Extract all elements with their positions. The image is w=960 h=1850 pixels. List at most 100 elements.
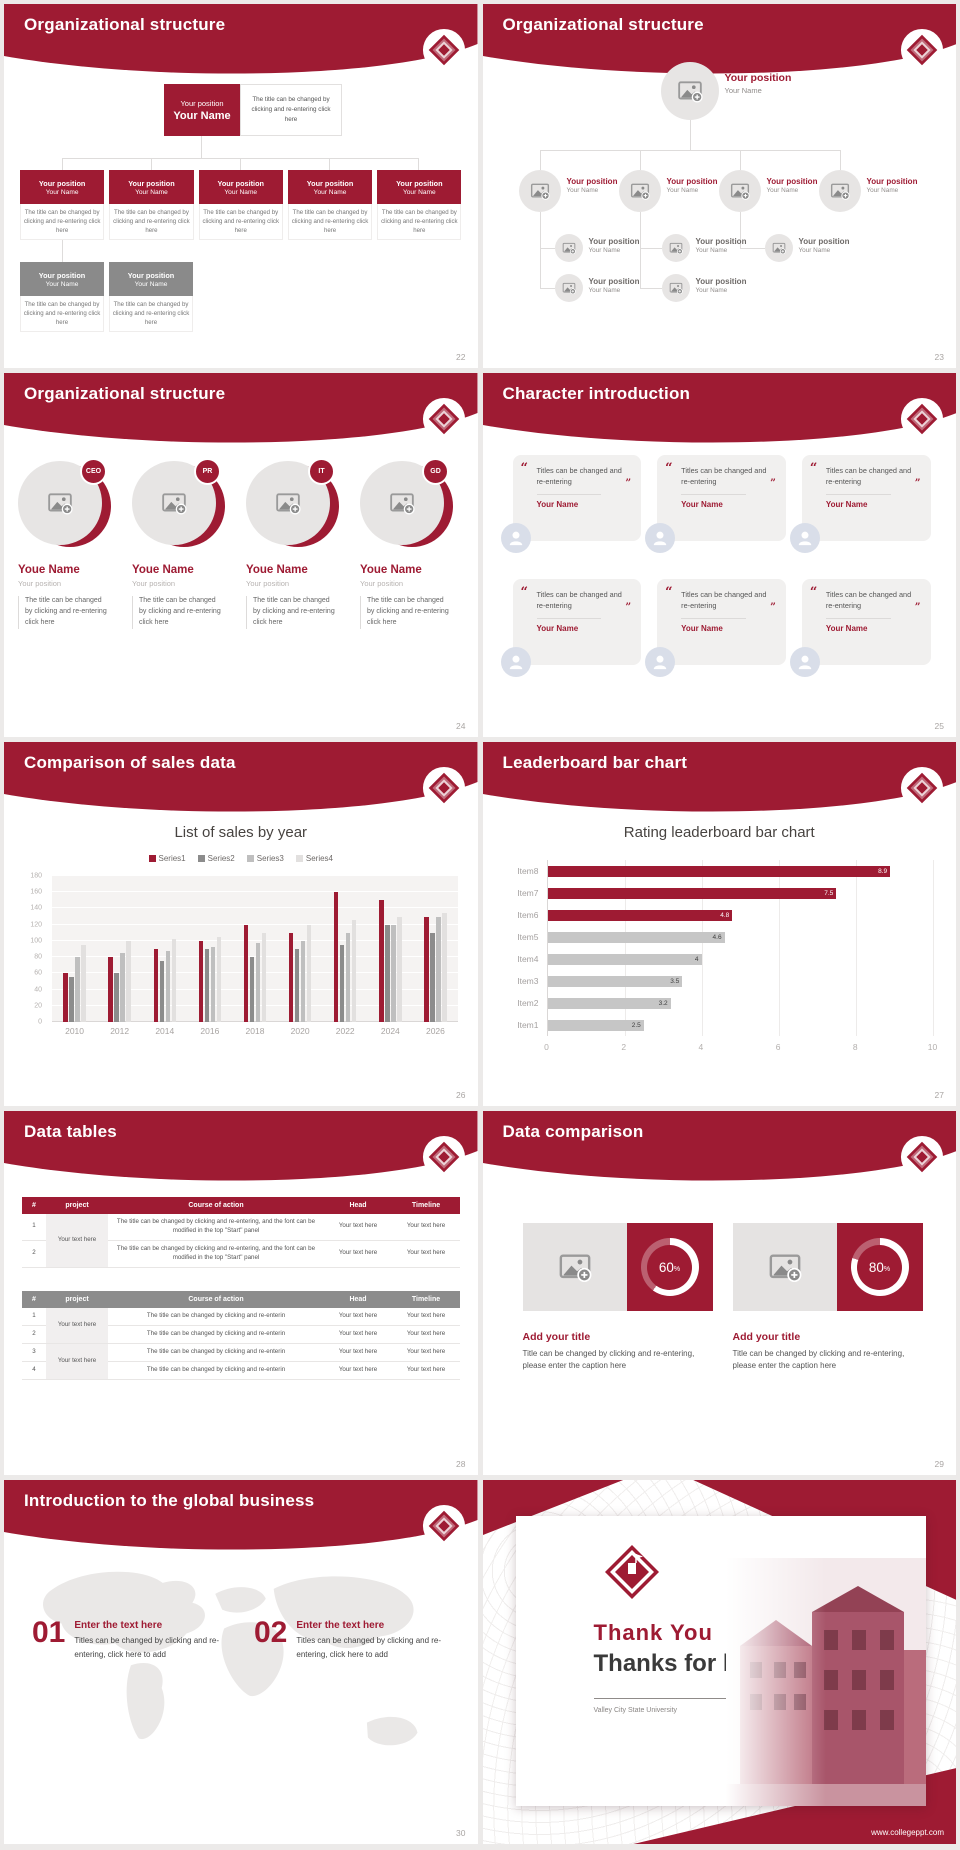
profile-position: Your position bbox=[360, 579, 404, 588]
connector-line bbox=[539, 248, 555, 249]
chart-title: List of sales by year bbox=[174, 824, 308, 841]
quote-author: Your Name bbox=[536, 623, 579, 633]
page-number: 24 bbox=[456, 721, 466, 731]
connector-line bbox=[539, 288, 555, 289]
connector-line bbox=[739, 248, 765, 249]
org-box-caption: The title can be changed by clicking and… bbox=[20, 204, 105, 241]
connector-line bbox=[539, 150, 541, 170]
profile-name: Youe Name bbox=[18, 564, 80, 576]
image-placeholder-icon bbox=[769, 1254, 802, 1283]
connector-line bbox=[62, 240, 63, 262]
root-name: Your Name bbox=[173, 109, 231, 122]
point-heading: Enter the text here bbox=[74, 1620, 163, 1631]
quote-cards-grid: “ Titles can be changed and re-entering”… bbox=[500, 455, 931, 677]
x-axis-labels: 2010 2012 2014 2016 2018 2020 2022 2024 2026 bbox=[65, 1026, 445, 1036]
org-root-note: The title can be changed by clicking and… bbox=[240, 84, 342, 136]
org-circle-item: Your position Your Name bbox=[718, 170, 827, 212]
slide-org-structure-profiles[interactable]: Organizational structure CEO Youe Name Y… bbox=[4, 373, 478, 737]
table-row: 1 Your text here The title can be change… bbox=[22, 1308, 460, 1344]
org-position-box-gray: Your position Your Name bbox=[109, 262, 193, 296]
quote-card: “ Titles can be changed and re-entering”… bbox=[500, 455, 642, 553]
image-placeholder-icon bbox=[162, 493, 187, 515]
slide-org-structure-circles[interactable]: Organizational structure Your position Y… bbox=[482, 4, 956, 368]
org-box-item: Your position Your Name The title can be… bbox=[109, 262, 193, 333]
profile-name: Youe Name bbox=[360, 564, 422, 576]
quote-author: Your Name bbox=[825, 499, 868, 509]
org-root-circle-item: Your position Your Name bbox=[660, 62, 791, 120]
progress-value: 60 bbox=[658, 1259, 674, 1275]
progress-donut: 60% bbox=[640, 1238, 699, 1296]
world-map-background bbox=[43, 1571, 418, 1746]
slide-data-tables[interactable]: Data tables # project Course of action H… bbox=[4, 1111, 478, 1475]
item-caption: Title can be changed by clicking and re-… bbox=[522, 1349, 695, 1370]
slide-sales-comparison-chart[interactable]: Comparison of sales data List of sales b… bbox=[4, 742, 478, 1106]
connector-line bbox=[201, 136, 202, 158]
org-position-box: Your position Your Name bbox=[198, 170, 283, 204]
role-badge: PR bbox=[194, 458, 221, 485]
page-number: 30 bbox=[456, 1828, 466, 1838]
university-logo-icon bbox=[900, 766, 944, 810]
org-box-item: Your position Your Name The title can be… bbox=[287, 170, 373, 241]
person-icon bbox=[509, 531, 522, 546]
divider bbox=[825, 493, 891, 495]
quote-card: “ Titles can be changed and re-entering”… bbox=[645, 579, 786, 677]
table-header-row: # project Course of action Head Timeline bbox=[22, 1291, 460, 1308]
person-icon bbox=[653, 531, 667, 546]
profile-photo: PR bbox=[132, 458, 226, 549]
person-avatar bbox=[500, 647, 531, 677]
profiles-row: CEO Youe Name Your position The title ca… bbox=[18, 458, 470, 629]
image-placeholder-icon bbox=[677, 81, 703, 103]
profile-photo: CEO bbox=[18, 458, 112, 549]
slide-header-band bbox=[4, 742, 478, 820]
website-url: www.collegeppt.com bbox=[871, 1828, 944, 1837]
slide-data-comparison[interactable]: Data comparison 60% Add your title Title bbox=[482, 1111, 956, 1475]
connector-line bbox=[839, 150, 841, 170]
image-placeholder-icon bbox=[562, 282, 576, 295]
person-icon bbox=[653, 655, 667, 670]
progress-value: 80 bbox=[868, 1259, 884, 1275]
divider bbox=[825, 617, 891, 619]
image-placeholder-icon bbox=[530, 183, 550, 201]
slide-global-business[interactable]: Introduction to the global business 01 E… bbox=[4, 1480, 478, 1844]
profile-position: Your position bbox=[18, 579, 62, 588]
connector-line bbox=[689, 120, 691, 150]
image-placeholder-icon bbox=[562, 242, 576, 255]
person-icon bbox=[798, 655, 812, 670]
slide-org-structure-boxes[interactable]: Organizational structure Your position Y… bbox=[4, 4, 478, 368]
slide-title: Comparison of sales data bbox=[24, 753, 236, 772]
page-number: 29 bbox=[934, 1459, 944, 1469]
image-placeholder-icon bbox=[730, 183, 750, 201]
connector-line bbox=[639, 248, 662, 249]
org-box-caption: The title can be changed by clicking and… bbox=[377, 204, 462, 241]
university-name: Valley City State University bbox=[593, 1707, 678, 1714]
image-placeholder-icon bbox=[669, 242, 683, 255]
connector-line bbox=[539, 150, 840, 151]
org-box-caption: The title can be changed by clicking and… bbox=[109, 296, 193, 333]
slide-header-band bbox=[482, 373, 956, 451]
point-heading: Enter the text here bbox=[296, 1620, 385, 1631]
slide-character-introduction[interactable]: Character introduction “ Titles can be c… bbox=[482, 373, 956, 737]
org-level2-row: Your position Your Name The title can be… bbox=[20, 170, 462, 241]
divider bbox=[681, 617, 747, 619]
slide-leaderboard-chart[interactable]: Leaderboard bar chart Rating leaderboard… bbox=[482, 742, 956, 1106]
role-badge: IT bbox=[308, 458, 335, 485]
root-position: Your position bbox=[180, 98, 224, 108]
image-placeholder-icon bbox=[830, 183, 850, 201]
photo-placeholder bbox=[554, 234, 583, 262]
profile-item: IT Youe Name Your position The title can… bbox=[246, 458, 347, 629]
role-badge: GD bbox=[422, 458, 449, 485]
slide-thank-you[interactable]: Thank You ! Thanks for listening! Valley… bbox=[482, 1480, 956, 1844]
slide-header-band bbox=[4, 4, 478, 82]
data-table-maroon: # project Course of action Head Timeline… bbox=[22, 1197, 460, 1268]
university-logo-icon bbox=[604, 1545, 659, 1599]
role-badge: CEO bbox=[80, 458, 107, 485]
image-placeholder-icon bbox=[559, 1254, 592, 1283]
item-caption: Title can be changed by clicking and re-… bbox=[732, 1349, 905, 1370]
quote-card: “ Titles can be changed and re-entering”… bbox=[645, 455, 786, 553]
campus-building-photo bbox=[725, 1558, 926, 1806]
quote-author: Your Name bbox=[825, 623, 868, 633]
comparison-card: 60% bbox=[522, 1223, 713, 1311]
thank-you-card: Thank You ! Thanks for listening! Valley… bbox=[515, 1516, 926, 1806]
slide-title: Leaderboard bar chart bbox=[502, 753, 688, 772]
